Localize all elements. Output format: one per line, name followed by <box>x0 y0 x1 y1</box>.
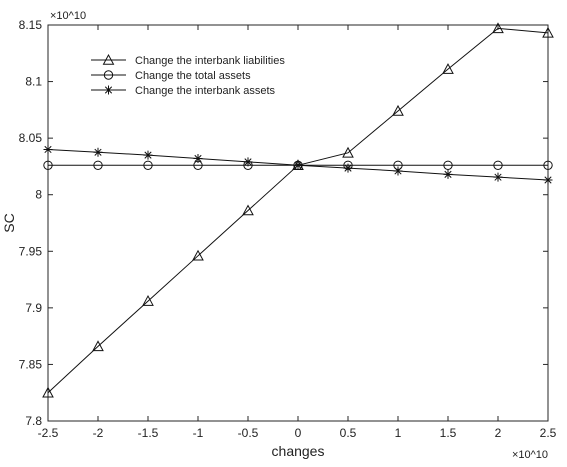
x-tick-label: -1.5 <box>138 426 159 440</box>
x-tick-label: -1 <box>193 426 204 440</box>
series-1-point-triangle-marker <box>92 340 104 352</box>
series-1-point-triangle-marker <box>242 204 254 216</box>
series-3-point-asterisk-marker <box>343 163 353 173</box>
y-tick-label: 8.15 <box>19 18 43 32</box>
x-axis-multiplier: ×10^10 <box>512 449 548 461</box>
legend-label: Change the total assets <box>135 70 251 82</box>
series-1-point-triangle-marker <box>342 146 354 158</box>
series-layer <box>42 22 554 398</box>
legend-circle-marker <box>103 70 114 80</box>
series-1-point-triangle-marker <box>192 249 204 261</box>
series-3-point-asterisk-marker <box>243 157 253 167</box>
legend: Change the interbank liabilities Change t… <box>91 53 285 97</box>
x-tick-label: -2.5 <box>38 426 59 440</box>
axis-layer: -2.5 -2 -1.5 -1 -0.5 0 0.5 1 1.5 2 2.5 7.8 7.85 7.9 7.… <box>19 18 557 440</box>
legend-label: Change the interbank assets <box>135 85 276 97</box>
series-3-point-asterisk-marker <box>443 169 453 179</box>
series-2-point-circle-marker <box>93 160 103 170</box>
series-1-point-triangle-marker <box>442 63 454 74</box>
x-tick-label: -2 <box>93 426 104 440</box>
x-tick-label: 2 <box>495 426 502 440</box>
series-3-point-asterisk-marker <box>493 172 503 182</box>
series-1-point-triangle-marker <box>392 104 404 116</box>
y-tick-label: 7.8 <box>25 414 42 428</box>
plot-area <box>48 25 548 421</box>
x-tick-label: 0 <box>295 426 302 440</box>
series-3-point-asterisk-marker <box>93 147 103 157</box>
series-3-point-asterisk-marker <box>293 160 303 170</box>
series-3-point-asterisk-marker <box>393 166 403 176</box>
x-tick-label: 1 <box>395 426 402 440</box>
series-2-point-circle-marker <box>43 160 53 170</box>
series-2-point-circle-marker <box>543 160 553 170</box>
series-1-point-triangle-marker <box>42 386 54 398</box>
y-tick-label: 7.85 <box>19 357 43 371</box>
series-2-point-circle-marker <box>493 160 503 170</box>
legend-label: Change the interbank liabilities <box>135 55 285 67</box>
y-tick-label: 7.95 <box>19 244 43 258</box>
series-1-point-triangle-marker <box>492 22 504 34</box>
series-3-point-asterisk-marker <box>143 150 153 160</box>
legend-entry-1: Change the interbank liabilities <box>91 53 285 67</box>
series-3-point-asterisk-marker <box>43 144 53 154</box>
series-3-point-asterisk-marker <box>543 175 553 185</box>
y-tick-label: 7.9 <box>25 301 42 315</box>
x-tick-label: 2.5 <box>540 426 557 440</box>
series-3 <box>43 144 553 185</box>
x-tick-label: -0.5 <box>238 426 259 440</box>
series-3-point-asterisk-marker <box>193 154 203 164</box>
series-2-point-circle-marker <box>143 160 153 170</box>
legend-asterisk-marker <box>104 85 113 95</box>
x-tick-label: 1.5 <box>440 426 457 440</box>
y-axis-label: SC <box>1 213 17 232</box>
series-1-point-triangle-marker <box>142 295 154 306</box>
y-axis-multiplier: ×10^10 <box>50 10 86 22</box>
y-tick-label: 8 <box>35 188 42 202</box>
y-tick-label: 8.05 <box>19 131 43 145</box>
legend-triangle-marker <box>102 53 115 65</box>
series-1-point-triangle-marker <box>542 26 554 38</box>
x-tick-label: 0.5 <box>340 426 357 440</box>
legend-entry-3: Change the interbank assets <box>91 85 276 97</box>
series-2-point-circle-marker <box>443 160 453 170</box>
legend-entry-2: Change the total assets <box>91 70 251 82</box>
x-axis-label: changes <box>272 443 325 459</box>
y-tick-label: 8.1 <box>25 75 42 89</box>
